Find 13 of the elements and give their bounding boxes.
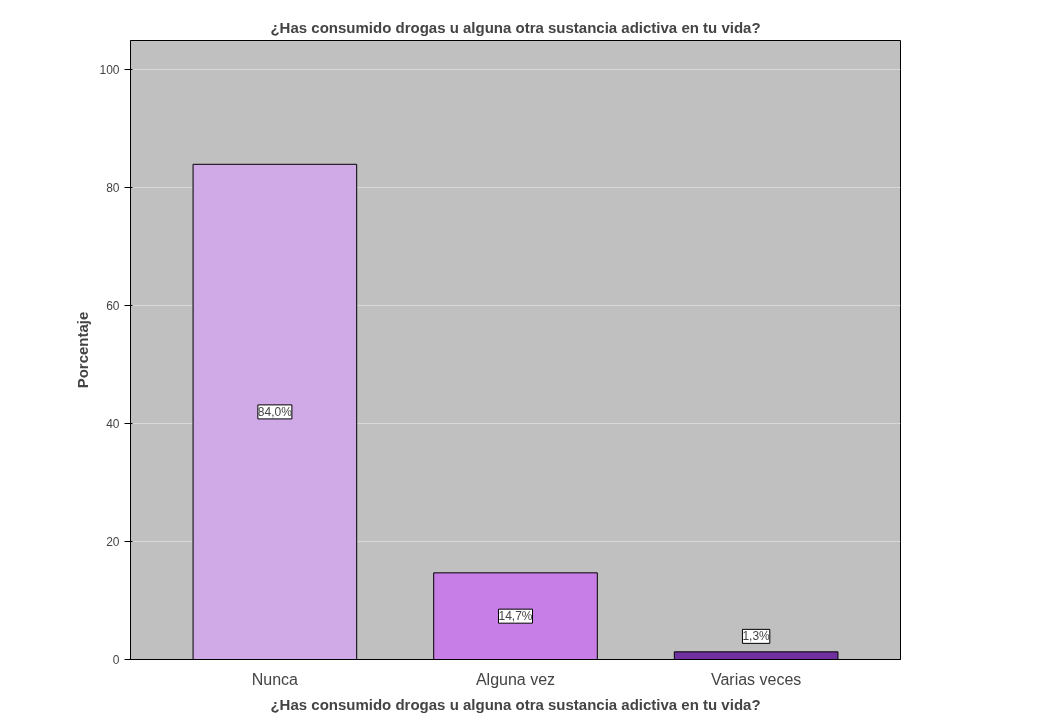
y-tick-label: 80 (106, 181, 120, 196)
chart-title: ¿Has consumido drogas u alguna otra sustancia adictiva en tu vida? (270, 18, 761, 36)
y-tick-label: 60 (106, 299, 120, 314)
y-tick-label: 0 (112, 653, 120, 667)
y-tick-label: 20 (106, 535, 120, 550)
data-label: 14,7% (498, 609, 533, 624)
x-tick-label: Nunca (251, 670, 299, 688)
y-axis-title: Porcentaje (74, 311, 92, 389)
x-axis-title: ¿Has consumido drogas u alguna otra sustancia adictiva en tu vida? (270, 695, 761, 713)
x-tick-label: Alguna vez (475, 670, 556, 688)
x-tick-label: Varias veces (710, 670, 802, 688)
y-tick-label: 100 (99, 63, 120, 78)
y-tick-label: 40 (106, 417, 120, 432)
